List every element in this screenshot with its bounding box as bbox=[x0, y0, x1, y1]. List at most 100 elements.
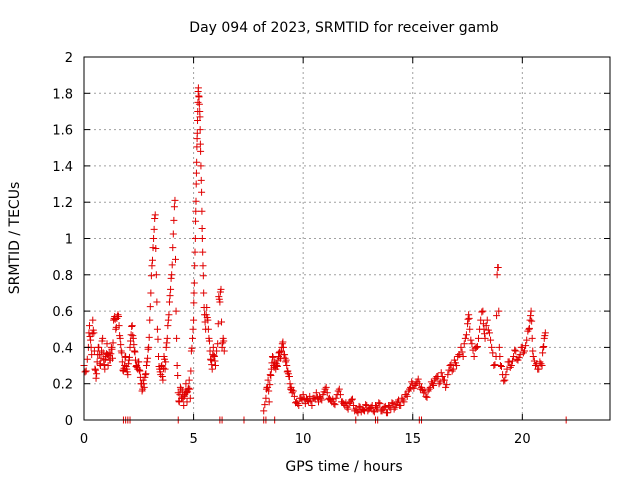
data-point bbox=[200, 289, 208, 297]
y-tick-label: 0.6 bbox=[52, 305, 73, 320]
data-point bbox=[108, 354, 116, 362]
data-point bbox=[415, 380, 423, 388]
data-point bbox=[347, 396, 355, 404]
data-point bbox=[119, 366, 127, 374]
data-point bbox=[458, 348, 466, 356]
data-point bbox=[494, 264, 502, 272]
data-point bbox=[441, 376, 449, 384]
data-point bbox=[539, 343, 547, 351]
data-point bbox=[343, 403, 351, 411]
data-point bbox=[459, 352, 467, 360]
data-point bbox=[95, 351, 103, 359]
data-point bbox=[286, 380, 294, 388]
data-point bbox=[404, 387, 412, 395]
data-point bbox=[507, 362, 515, 370]
data-point bbox=[105, 349, 113, 357]
data-point bbox=[315, 398, 323, 406]
data-point bbox=[468, 340, 476, 348]
data-point bbox=[193, 129, 201, 137]
data-point bbox=[207, 355, 215, 363]
data-point bbox=[503, 365, 511, 373]
data-point bbox=[92, 374, 100, 382]
data-point bbox=[294, 400, 302, 408]
data-point bbox=[115, 322, 123, 330]
data-point bbox=[528, 334, 536, 342]
data-point bbox=[93, 370, 101, 378]
data-point bbox=[299, 391, 307, 399]
x-axis-label: GPS time / hours bbox=[285, 459, 402, 475]
data-point bbox=[414, 375, 422, 383]
data-point bbox=[348, 395, 356, 403]
data-point bbox=[90, 347, 98, 355]
data-point bbox=[192, 217, 200, 225]
data-point bbox=[154, 335, 162, 343]
y-tick-label: 0.2 bbox=[52, 378, 73, 393]
data-point bbox=[489, 349, 497, 357]
data-point bbox=[168, 261, 176, 269]
data-point bbox=[465, 311, 473, 319]
data-point bbox=[521, 347, 529, 355]
data-point bbox=[282, 356, 290, 364]
data-point bbox=[169, 230, 177, 238]
data-point bbox=[150, 235, 158, 242]
data-point bbox=[91, 365, 99, 373]
data-point bbox=[190, 299, 198, 307]
data-point bbox=[353, 407, 361, 415]
data-point bbox=[144, 354, 152, 362]
data-point bbox=[177, 385, 185, 393]
data-point bbox=[99, 334, 107, 342]
data-point bbox=[339, 398, 347, 406]
data-point bbox=[130, 347, 138, 355]
data-point bbox=[445, 366, 453, 374]
data-point bbox=[219, 339, 227, 347]
data-point bbox=[448, 367, 456, 375]
data-point bbox=[187, 367, 195, 375]
data-point bbox=[168, 271, 176, 279]
data-point bbox=[273, 362, 281, 370]
data-point bbox=[183, 398, 191, 406]
data-point bbox=[282, 358, 290, 366]
data-point bbox=[127, 331, 135, 339]
data-point bbox=[185, 384, 193, 392]
data-point bbox=[118, 349, 126, 357]
data-point bbox=[496, 362, 504, 370]
data-point bbox=[197, 147, 205, 155]
data-point bbox=[163, 334, 171, 342]
data-point bbox=[135, 366, 143, 374]
data-point bbox=[283, 368, 291, 376]
data-point bbox=[194, 117, 202, 125]
data-point bbox=[342, 399, 350, 407]
data-point bbox=[399, 396, 407, 404]
data-point bbox=[214, 320, 222, 328]
data-point bbox=[180, 401, 188, 409]
data-point bbox=[488, 343, 496, 351]
data-point bbox=[191, 262, 199, 270]
data-point bbox=[90, 329, 98, 337]
data-point bbox=[174, 389, 182, 397]
data-point bbox=[354, 409, 362, 417]
data-point bbox=[146, 316, 154, 324]
data-point bbox=[167, 274, 175, 282]
data-point bbox=[114, 311, 122, 319]
data-point bbox=[152, 271, 160, 279]
data-point bbox=[423, 393, 431, 401]
data-point bbox=[278, 340, 286, 348]
data-point bbox=[96, 360, 104, 368]
data-point bbox=[85, 322, 93, 330]
data-point bbox=[529, 347, 537, 355]
data-point bbox=[108, 345, 116, 353]
data-point bbox=[133, 362, 141, 370]
data-point bbox=[332, 394, 340, 402]
data-point bbox=[457, 343, 465, 351]
data-point bbox=[197, 162, 205, 170]
data-point bbox=[485, 329, 493, 337]
data-point bbox=[145, 333, 153, 341]
data-point bbox=[407, 383, 415, 391]
data-point bbox=[115, 313, 123, 321]
data-point bbox=[129, 334, 137, 342]
data-point bbox=[176, 383, 184, 391]
data-point bbox=[153, 325, 161, 333]
y-tick-label: 0 bbox=[65, 414, 73, 429]
data-point bbox=[113, 314, 121, 322]
data-point bbox=[206, 347, 214, 355]
